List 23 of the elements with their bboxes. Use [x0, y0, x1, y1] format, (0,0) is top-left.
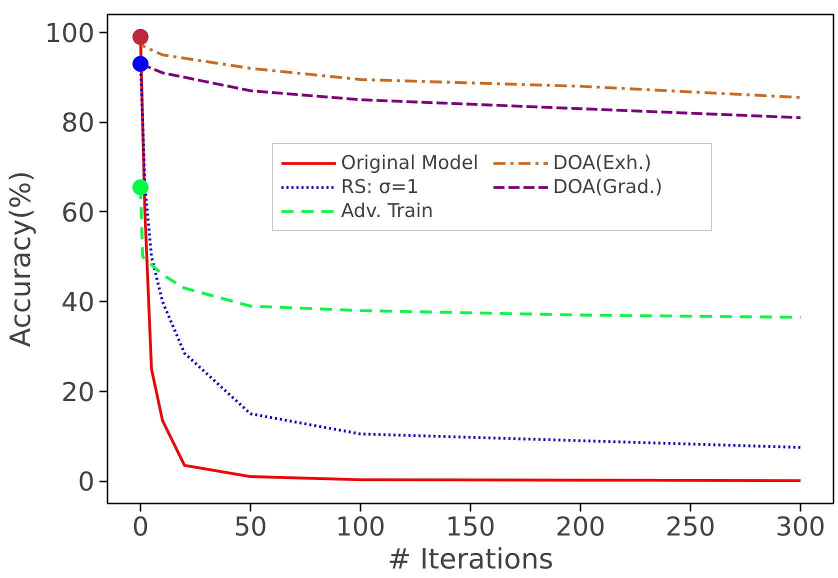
y-tick-label: 100: [44, 18, 95, 49]
point: [132, 179, 148, 196]
x-tick-label: 0: [132, 512, 149, 542]
point: [132, 56, 148, 72]
y-tick-label: 0: [78, 468, 95, 498]
y-tick-label: 40: [61, 288, 95, 318]
x-tick-label: 150: [446, 512, 496, 542]
x-tick-label: 50: [234, 512, 268, 542]
point: [132, 28, 148, 45]
legend-label: Original Model: [341, 152, 480, 174]
legend-label: Adv. Train: [341, 200, 434, 222]
y-tick-label: 20: [61, 378, 95, 408]
legend-label: RS: σ=1: [341, 176, 420, 198]
y-axis-title: Accuracy(%): [4, 170, 37, 348]
x-axis-title: # Iterations: [388, 542, 554, 576]
x-tick-label: 300: [776, 512, 826, 542]
x-tick-label: 250: [666, 512, 716, 542]
y-tick-label: 80: [61, 108, 95, 139]
legend-label: DOA(Grad.): [553, 176, 664, 198]
legend-label: DOA(Exh.): [553, 152, 652, 174]
y-tick-label: 60: [61, 198, 95, 228]
x-tick-label: 200: [556, 512, 606, 542]
x-tick-label: 100: [336, 512, 386, 542]
